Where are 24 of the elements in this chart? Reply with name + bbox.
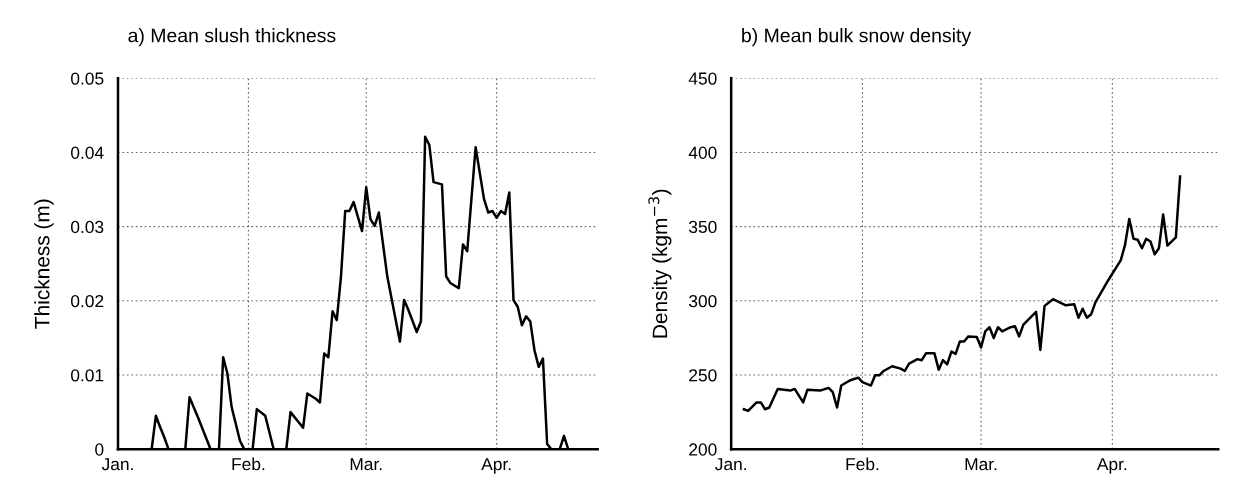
y-tick-label: 0 [95, 443, 104, 456]
y-axis-title: Thickness (m) [34, 199, 54, 329]
x-tick-label: Mar. [965, 458, 997, 471]
x-tick-label: Feb. [846, 457, 879, 471]
x-tick-label: Apr. [481, 458, 511, 474]
y-tick-label: 0.01 [71, 369, 104, 382]
y-tick-label: 200 [689, 443, 717, 456]
x-tick-label: Jan. [715, 458, 746, 471]
y-tick-label: 250 [689, 369, 717, 382]
y-tick-label: 300 [688, 294, 717, 308]
x-tick-label: Apr. [1096, 458, 1127, 474]
chart-title: b) Mean bulk snow density [742, 28, 972, 47]
x-tick-label: Feb. [232, 457, 265, 471]
y-tick-label: 400 [688, 146, 717, 159]
y-tick-label: 450 [688, 72, 717, 85]
x-tick-label: Jan. [101, 458, 133, 471]
x-tick-label: Mar. [350, 458, 382, 471]
chart-title: a) Mean slush thickness [128, 28, 336, 47]
y-tick-label: 0.03 [71, 220, 104, 234]
y-tick-label: 0.05 [71, 72, 104, 85]
y-axis-title: Density (kgm$^{−3}$) [648, 189, 672, 338]
y-tick-label: 0.04 [71, 146, 104, 159]
y-tick-label: 350 [688, 220, 717, 234]
y-tick-label: 0.02 [71, 294, 104, 308]
